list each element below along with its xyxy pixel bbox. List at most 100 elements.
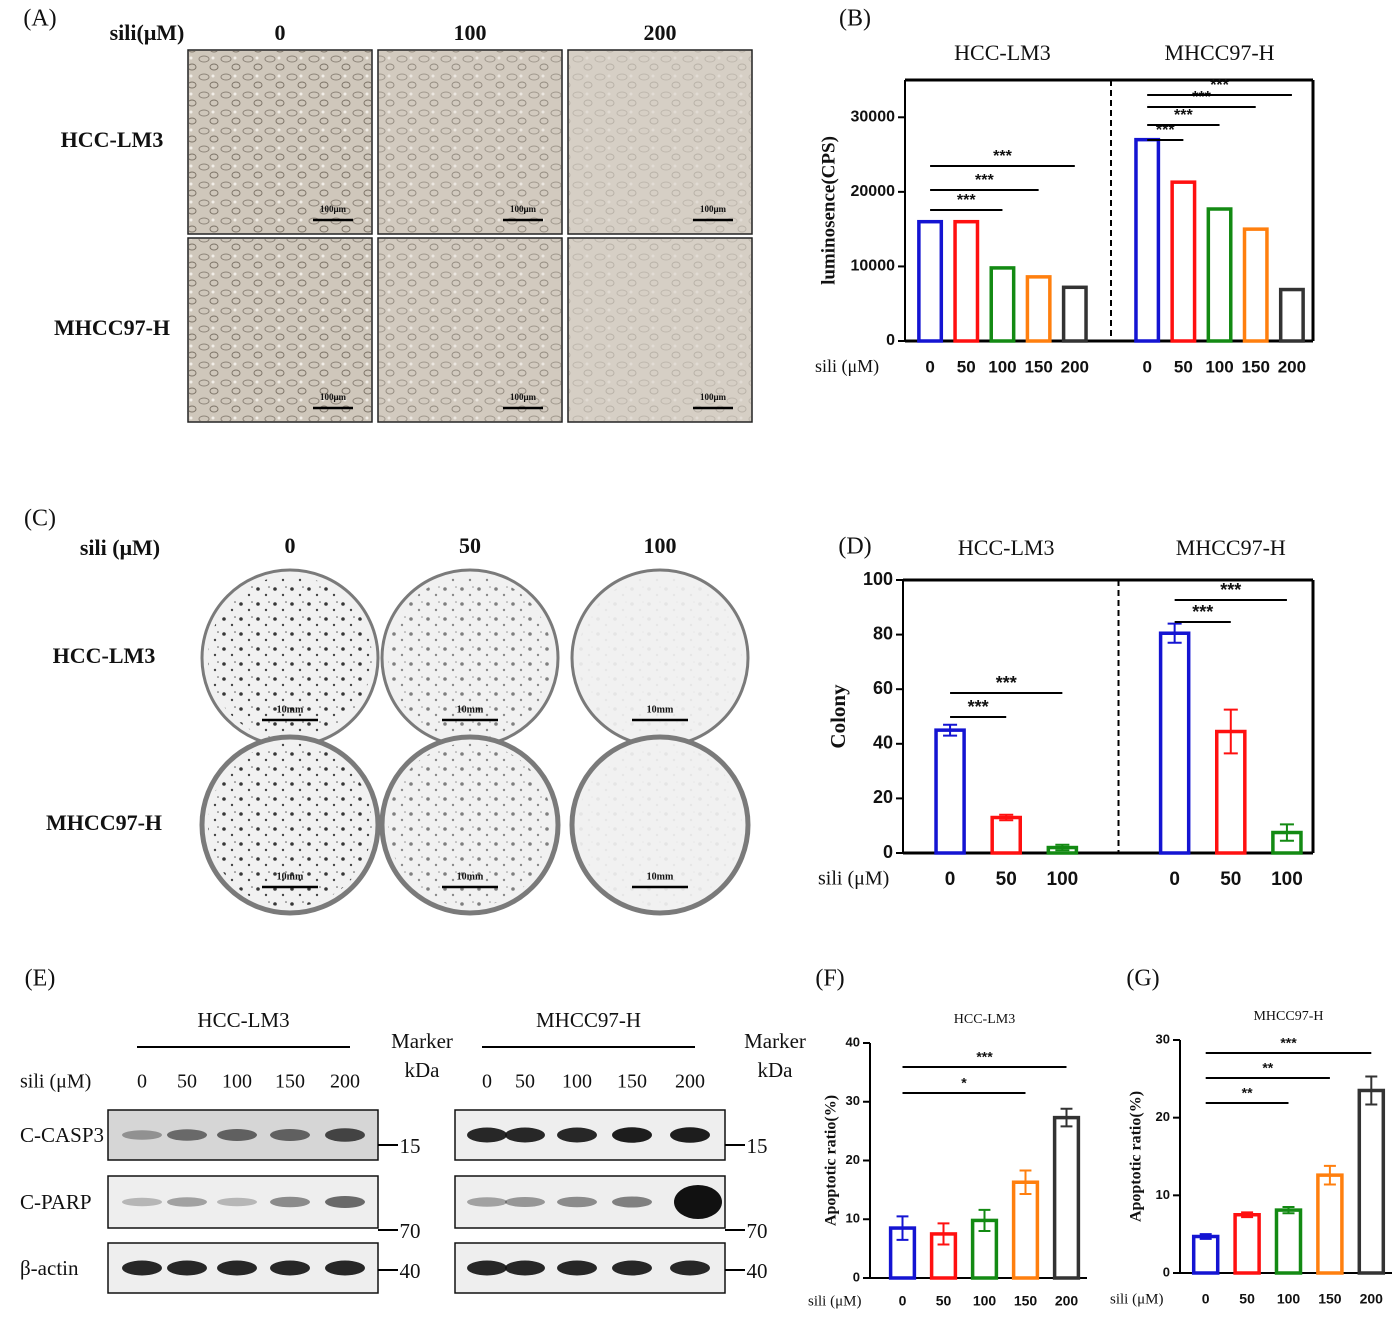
y-tick-label: 80 — [873, 623, 893, 643]
scale-bar-label: 100μm — [320, 204, 347, 214]
micrograph-cells — [569, 51, 751, 233]
x-tick-label: 200 — [1055, 1293, 1079, 1309]
marker-title: Marker — [391, 1029, 453, 1053]
error-bar — [1365, 1075, 1378, 1106]
scale-bar-label: 100μm — [700, 204, 727, 214]
bar — [1316, 1173, 1344, 1275]
axis-label: sili (μM) — [80, 535, 160, 560]
y-tick-label: 0 — [853, 1269, 860, 1284]
panel-label: (E) — [25, 966, 56, 992]
blot-band — [670, 1260, 710, 1276]
x-axis-label: sili (μM) — [818, 868, 889, 890]
micrograph-cells — [189, 51, 371, 233]
bar — [1025, 275, 1052, 343]
group-label: MHCC97-H — [1176, 535, 1286, 560]
marker-title: kDa — [758, 1058, 794, 1082]
lane-label: 50 — [515, 1071, 535, 1093]
error-bar — [1060, 1107, 1073, 1128]
error-bar — [896, 1215, 909, 1241]
colonies — [388, 576, 552, 740]
bar — [1158, 631, 1191, 855]
x-tick-label: 100 — [1047, 869, 1079, 890]
blot-band — [122, 1260, 162, 1276]
y-tick-label: 30 — [846, 1093, 860, 1108]
bar — [1357, 1088, 1386, 1275]
scale-bar-label: 10mm — [647, 704, 674, 715]
x-tick-label: 100 — [988, 357, 1016, 376]
bar — [917, 219, 944, 343]
y-axis-label: Apoptotic ratio(%) — [823, 1095, 840, 1226]
y-tick-label: 30000 — [851, 109, 896, 126]
lane-label: 150 — [617, 1071, 647, 1093]
y-axis-label: luminosence(CPS) — [818, 136, 839, 285]
colonies — [578, 576, 742, 740]
bar — [934, 728, 966, 855]
colonies — [388, 743, 552, 907]
bar — [1274, 1208, 1303, 1275]
x-tick-label: 150 — [1024, 357, 1052, 376]
column-label: 200 — [644, 20, 677, 45]
x-axis-label: sili (μM) — [815, 356, 879, 377]
bar — [1191, 1234, 1220, 1275]
y-tick-label: 20 — [1156, 1109, 1170, 1124]
column-label: 0 — [275, 20, 286, 45]
blot-band — [217, 1129, 257, 1141]
significance-label: *** — [993, 148, 1012, 165]
x-tick-label: 0 — [945, 869, 956, 890]
row-label: β-actin — [20, 1256, 79, 1280]
blot-band — [505, 1260, 545, 1276]
x-tick-label: 200 — [1278, 357, 1306, 376]
scale-bar-label: 10mm — [457, 871, 484, 882]
significance-label: *** — [996, 673, 1017, 693]
column-label: 100 — [644, 533, 677, 558]
bar — [1206, 207, 1233, 343]
y-tick-label: 0 — [886, 332, 895, 349]
error-bar — [999, 813, 1014, 822]
row-label: MHCC97-H — [54, 315, 170, 340]
row-label: MHCC97-H — [46, 810, 162, 835]
error-bar — [937, 1222, 950, 1246]
blot-band — [505, 1197, 545, 1207]
blot-band — [557, 1196, 597, 1208]
bar — [1011, 1180, 1040, 1280]
colonies — [208, 743, 372, 907]
marker-label: 70 — [747, 1219, 768, 1243]
y-tick-label: 10 — [1156, 1187, 1170, 1202]
row-label: HCC-LM3 — [53, 643, 156, 668]
marker-label: 15 — [747, 1134, 768, 1158]
axis-label: sili (μM) — [20, 1071, 91, 1093]
blot-band — [270, 1260, 310, 1276]
bar — [1061, 285, 1088, 343]
blot-band — [612, 1196, 652, 1208]
lane-label: 0 — [137, 1071, 147, 1093]
bar — [1134, 137, 1161, 343]
panel-label: (B) — [839, 6, 871, 32]
lane-label: 150 — [275, 1071, 305, 1093]
bar — [990, 815, 1023, 855]
marker-label: 40 — [747, 1259, 768, 1283]
significance-label: *** — [1156, 122, 1175, 139]
chart-title: MHCC97-H — [1253, 1009, 1323, 1024]
axis-label: sili(μM) — [110, 20, 185, 45]
x-tick-label: 0 — [1142, 357, 1151, 376]
significance-label: *** — [1220, 580, 1241, 600]
blot-band — [217, 1197, 257, 1207]
column-label: 0 — [285, 533, 296, 558]
colonies — [208, 576, 372, 740]
blot-band — [167, 1129, 207, 1141]
marker-label: 15 — [400, 1134, 421, 1158]
x-tick-label: 50 — [957, 357, 976, 376]
x-axis-label: sili (μM) — [808, 1293, 861, 1309]
error-bar — [978, 1208, 991, 1232]
blot-band — [670, 1127, 710, 1143]
bar — [1052, 1115, 1081, 1280]
bar — [1242, 227, 1269, 343]
y-tick-label: 40 — [846, 1034, 860, 1049]
x-tick-label: 150 — [1242, 357, 1270, 376]
panel-label: (F) — [815, 966, 844, 992]
panel-label: (A) — [23, 6, 56, 32]
blot-band — [325, 1260, 365, 1276]
blot-band — [612, 1260, 652, 1276]
row-label: C-PARP — [20, 1190, 92, 1214]
error-bar — [1323, 1164, 1336, 1186]
